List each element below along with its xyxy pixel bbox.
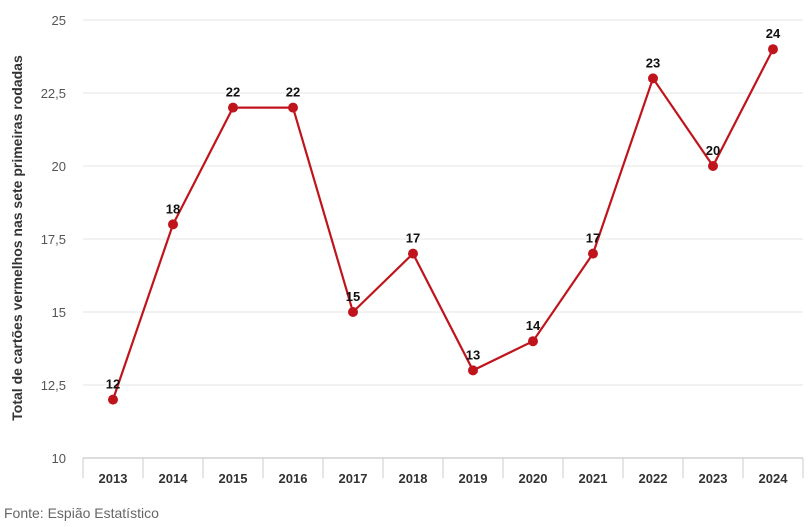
x-tick-label: 2015 [219,471,248,486]
data-point [288,102,298,113]
y-tick-label: 17,5 [41,232,66,247]
x-tick-label: 2021 [579,471,608,486]
series-line [111,48,774,400]
y-tick-label: 10 [52,451,66,466]
data-point [468,365,478,376]
data-points [108,44,778,405]
x-tick-label: 2018 [399,471,428,486]
gridlines [83,19,803,386]
data-label: 17 [586,231,600,246]
data-point [768,44,778,55]
x-tick-label: 2023 [699,471,728,486]
data-label: 12 [106,377,120,392]
data-labels: 12 18 22 22 15 17 13 14 17 23 20 24 [106,26,781,391]
x-tick-label: 2013 [99,471,128,486]
data-label: 18 [166,201,180,216]
data-point [168,219,178,230]
y-tick-label: 22,5 [41,86,66,101]
data-point [648,73,658,84]
data-label: 23 [646,55,660,70]
y-tick-label: 15 [52,305,66,320]
y-tick-label: 25 [52,13,66,28]
x-tick-label: 2022 [639,471,668,486]
data-label: 14 [526,318,541,333]
x-tick-label: 2020 [519,471,548,486]
data-label: 24 [766,26,781,41]
y-axis-label: Total de cartões vermelhos nas sete prim… [9,55,25,421]
x-axis: 2013 2014 2015 2016 2017 2018 2019 2020 2021 2022… [82,457,804,486]
data-label: 15 [346,289,360,304]
data-label: 22 [226,85,240,100]
x-tick-label: 2024 [759,471,789,486]
data-point [108,394,118,405]
data-point [348,307,358,317]
x-tick-label: 2016 [279,471,308,486]
data-point [588,248,598,259]
data-point [528,336,538,347]
data-label: 22 [286,85,300,100]
x-tick-label: 2014 [159,471,189,486]
x-tick-label: 2017 [339,471,368,486]
data-point [228,102,238,113]
source-note: Fonte: Espião Estatístico [4,505,159,521]
data-label: 13 [466,347,480,362]
y-tick-label: 20 [52,159,66,174]
y-tick-label: 12,5 [41,378,66,393]
data-point [708,161,718,171]
y-axis-ticks: 10 12,5 15 17,5 20 22,5 25 [41,13,66,466]
data-label: 20 [706,143,720,158]
data-point [408,248,418,259]
x-tick-label: 2019 [459,471,488,486]
data-label: 17 [406,231,420,246]
